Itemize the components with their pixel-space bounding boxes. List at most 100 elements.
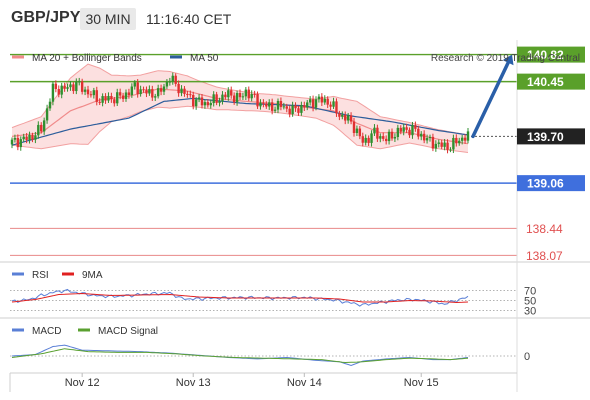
- candle-body: [306, 102, 309, 108]
- candle-body: [165, 82, 169, 87]
- candle-body: [127, 92, 131, 96]
- candle-body: [86, 89, 90, 95]
- x-tick-label: Nov 13: [176, 377, 211, 389]
- candle-body: [396, 127, 400, 137]
- candle-body: [197, 97, 201, 100]
- candle-body: [466, 131, 470, 141]
- candles-layer: [10, 72, 470, 154]
- rsi-line: [11, 288, 469, 307]
- x-tick-label: Nov 14: [287, 377, 322, 389]
- candle-body: [186, 93, 189, 95]
- candle-body: [370, 133, 373, 143]
- rsi-level-label: 70: [524, 286, 536, 298]
- candle-body: [282, 106, 286, 108]
- bollinger-band-fill: [12, 64, 468, 153]
- projection-arrow-head: [502, 54, 514, 66]
- candle-body: [83, 89, 87, 92]
- candle-body: [326, 98, 329, 105]
- candle-body: [168, 81, 172, 83]
- candle-body: [148, 89, 151, 94]
- candle-body: [294, 105, 297, 109]
- candle-body: [428, 136, 432, 139]
- candle-body: [344, 114, 347, 121]
- candle-body: [288, 108, 291, 115]
- candle-body: [270, 102, 274, 111]
- chart-header: GBP/JPY 30 MIN 11:16:40 CET: [0, 0, 590, 38]
- candle-body: [230, 90, 233, 96]
- candle-body: [215, 94, 218, 103]
- candle-body: [341, 114, 344, 117]
- candle-body: [10, 139, 14, 145]
- candle-body: [422, 133, 426, 141]
- candle-body: [121, 95, 125, 99]
- candle-body: [192, 94, 195, 107]
- candle-body: [37, 124, 40, 136]
- candle-body: [78, 81, 81, 83]
- candle-body: [452, 137, 455, 150]
- rsi-level-label: 30: [524, 306, 536, 318]
- candle-body: [346, 115, 350, 121]
- candle-body: [200, 97, 204, 106]
- candle-body: [387, 131, 391, 142]
- candle-body: [130, 86, 134, 96]
- rsi-level-label: 50: [524, 296, 536, 308]
- candle-body: [133, 82, 136, 87]
- candle-body: [92, 90, 96, 96]
- candle-body: [273, 109, 277, 111]
- candle-body: [317, 96, 321, 100]
- candle-body: [51, 83, 55, 102]
- candle-body: [437, 142, 440, 144]
- candle-body: [177, 83, 180, 94]
- candle-body: [25, 136, 28, 140]
- candle-body: [40, 124, 43, 132]
- ma50-line: [11, 97, 469, 146]
- copyright-text: Research © 2019 Trading Central: [431, 53, 580, 64]
- candle-body: [393, 136, 397, 139]
- candle-body: [250, 93, 253, 99]
- timestamp: 11:16:40 CET: [146, 11, 232, 27]
- candle-body: [159, 88, 163, 92]
- candle-body: [303, 105, 306, 108]
- timeframe-label: 30 MIN: [85, 11, 131, 27]
- candle-body: [297, 108, 300, 113]
- candle-body: [241, 96, 245, 98]
- candle-body: [66, 87, 69, 89]
- level-tag-resistance: [517, 46, 585, 63]
- x-tick-label: Nov 12: [65, 377, 100, 389]
- candle-body: [113, 99, 116, 104]
- candle-body: [13, 138, 17, 140]
- candle-body: [253, 93, 256, 95]
- candle-body: [28, 134, 31, 140]
- candle-body: [314, 99, 318, 108]
- candle-body: [180, 88, 183, 94]
- candle-body: [104, 96, 107, 101]
- timeframe-badge: [80, 8, 136, 30]
- candle-body: [48, 101, 52, 109]
- candle-body: [235, 93, 239, 103]
- candle-body: [54, 83, 58, 90]
- candle-body: [449, 149, 452, 151]
- candle-body: [80, 81, 84, 92]
- legend-ma50: MA 50: [190, 53, 219, 64]
- candle-body: [69, 84, 72, 88]
- level-label: 138.07: [526, 249, 563, 263]
- candle-body: [382, 136, 385, 139]
- candle-body: [218, 101, 221, 103]
- candle-body: [189, 94, 192, 96]
- candle-body: [460, 137, 464, 141]
- bollinger-lower-line: [11, 105, 469, 153]
- candle-body: [268, 102, 271, 107]
- projection-arrow-shaft: [471, 60, 510, 139]
- candle-body: [89, 94, 93, 96]
- candle-body: [417, 128, 420, 137]
- candle-body: [101, 96, 104, 103]
- macd-panel: 0 MACD MACD Signal: [10, 326, 530, 367]
- candle-body: [399, 127, 402, 132]
- candle-body: [60, 85, 63, 95]
- candle-body: [311, 99, 315, 108]
- candle-body: [276, 100, 280, 110]
- candle-body: [227, 90, 230, 98]
- candle-body: [425, 138, 429, 141]
- candle-body: [367, 137, 370, 143]
